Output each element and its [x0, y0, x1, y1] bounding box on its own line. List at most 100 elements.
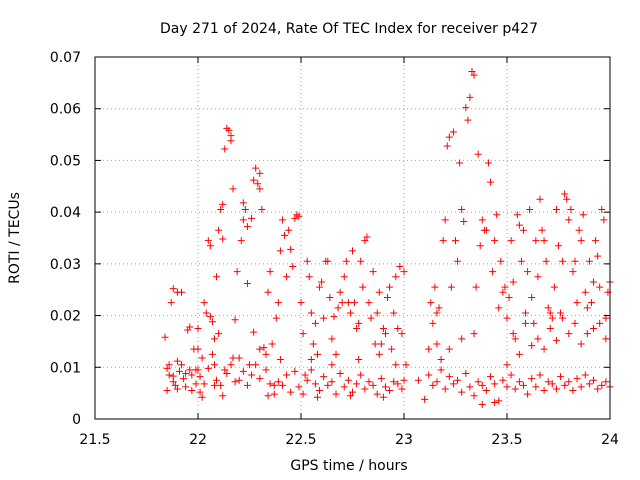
data-point: [468, 67, 476, 75]
data-point: [400, 376, 408, 384]
data-point: [219, 392, 227, 400]
data-point: [299, 330, 307, 338]
data-point: [546, 325, 554, 332]
data-point: [369, 381, 377, 389]
data-point: [515, 350, 523, 358]
data-point: [495, 304, 503, 312]
data-point: [171, 381, 179, 389]
data-point: [433, 309, 441, 317]
data-point: [583, 304, 591, 312]
data-point: [210, 361, 218, 369]
data-point: [565, 330, 573, 338]
data-point: [295, 383, 303, 391]
data-point: [524, 390, 532, 398]
data-point: [217, 381, 225, 389]
data-point: [200, 380, 208, 388]
data-point: [305, 273, 313, 281]
data-point: [256, 375, 264, 383]
data-point: [208, 318, 216, 326]
data-point: [534, 335, 542, 343]
data-point: [398, 330, 406, 338]
data-point: [507, 237, 515, 245]
data-point: [414, 376, 422, 384]
data-point: [223, 369, 231, 377]
y-axis-label: ROTI / TECUs: [7, 192, 23, 284]
data-point: [491, 237, 499, 245]
data-point: [550, 283, 558, 291]
data-point: [194, 325, 202, 332]
data-point: [491, 398, 499, 406]
data-point: [291, 367, 299, 375]
data-point: [522, 309, 530, 317]
data-point: [188, 387, 196, 395]
data-point: [540, 387, 548, 395]
data-point: [266, 380, 274, 388]
data-point: [289, 262, 297, 270]
data-point: [285, 226, 293, 234]
data-point: [353, 380, 361, 388]
data-point: [264, 392, 272, 400]
data-point: [559, 314, 567, 322]
data-point: [478, 401, 486, 409]
data-point: [398, 385, 406, 393]
data-point: [274, 299, 282, 307]
data-point: [260, 344, 268, 352]
data-point: [281, 231, 289, 239]
data-point: [585, 257, 593, 265]
data-point: [375, 288, 383, 296]
data-point: [303, 257, 311, 265]
data-point: [346, 392, 354, 400]
data-point: [328, 335, 336, 343]
data-point: [332, 350, 340, 358]
data-point: [439, 237, 447, 245]
data-point: [441, 216, 449, 224]
data-point: [303, 376, 311, 384]
data-point: [328, 361, 336, 369]
y-tick-label: 0.05: [50, 153, 81, 169]
data-point: [241, 206, 249, 214]
data-point: [489, 268, 497, 276]
x-axis-label: GPS time / hours: [290, 458, 407, 474]
data-point: [204, 237, 212, 245]
data-point: [552, 206, 560, 214]
data-point: [487, 178, 495, 186]
data-point: [470, 392, 478, 400]
data-point: [577, 383, 585, 391]
data-point: [221, 145, 229, 153]
data-point: [462, 369, 470, 377]
data-point: [178, 361, 186, 369]
data-point: [243, 381, 251, 389]
data-point: [254, 180, 262, 188]
data-point: [215, 226, 223, 234]
data-point: [283, 371, 291, 379]
data-point: [575, 226, 583, 234]
data-point: [239, 216, 247, 224]
data-point: [219, 200, 227, 208]
data-point: [501, 283, 509, 291]
data-point: [307, 309, 315, 317]
data-point: [213, 273, 221, 281]
data-point: [598, 381, 606, 389]
data-point: [458, 388, 466, 396]
data-point: [367, 314, 375, 322]
data-point: [318, 278, 326, 286]
data-point: [429, 319, 437, 327]
data-point: [540, 345, 548, 353]
data-point: [311, 319, 319, 327]
data-point: [309, 340, 317, 348]
data-point: [460, 217, 468, 225]
data-point: [248, 214, 256, 222]
data-point: [379, 393, 387, 401]
data-point: [544, 378, 552, 386]
data-point: [270, 381, 278, 389]
data-point: [196, 373, 204, 381]
data-point: [384, 293, 392, 301]
data-point: [340, 273, 348, 281]
data-point: [340, 383, 348, 391]
data-point: [515, 221, 523, 229]
data-point: [338, 299, 346, 307]
data-point: [555, 242, 562, 250]
data-point: [532, 383, 540, 391]
data-point: [278, 381, 286, 389]
data-point: [437, 366, 445, 374]
